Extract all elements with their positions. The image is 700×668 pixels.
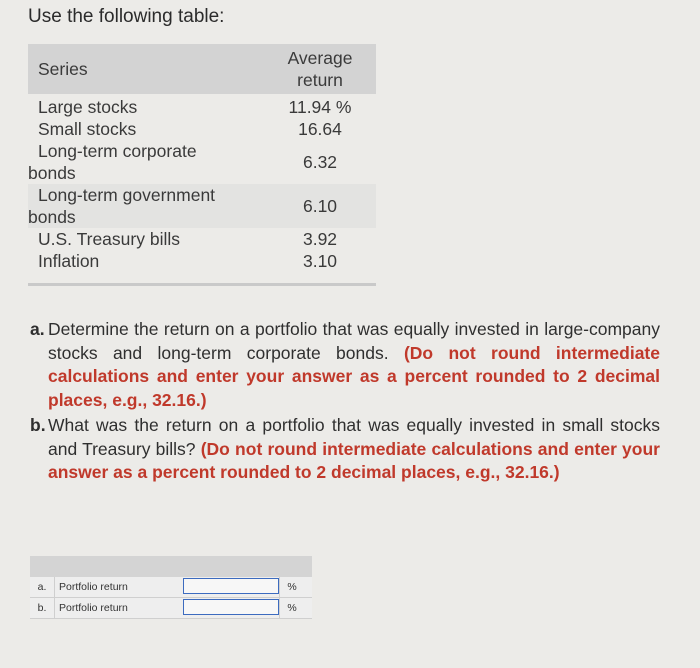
return-value: 6.32 [302,151,338,172]
table-header: Series Average return [28,44,376,94]
return-value: 16.64 [298,118,342,139]
question-note: (Do not round intermediate calculations … [48,342,660,410]
table-row: Long-term government bonds 6.10 [28,184,376,228]
header-series: Series [38,58,88,79]
header-average-return: Average return [287,48,353,90]
question-a: a. Determine the return on a portfolio t… [30,318,660,412]
answer-label: Portfolio return [54,598,183,618]
answer-code: a. [37,581,47,593]
table-row: Inflation 3.10 [28,250,376,272]
series-name: U.S. Treasury bills [38,229,180,249]
return-value: 3.92 [302,228,338,249]
question-text: Determine the return on a portfolio that… [48,319,660,363]
intro-text: Use the following table: [28,6,225,27]
answer-label: Portfolio return [54,577,183,597]
percent-unit: % [279,577,304,597]
return-value: 6.10 [302,195,338,216]
question-b: b. What was the return on a portfolio th… [30,414,660,485]
question-note: (Do not round intermediate calculations … [48,438,660,483]
returns-table: Series Average return Large stocks 11.94… [28,44,376,272]
percent-unit: % [279,598,304,618]
question-label: a. [30,319,45,339]
series-name: Small stocks [38,119,137,139]
questions: a. Determine the return on a portfolio t… [30,318,660,487]
return-value: 3.10 [302,250,338,271]
series-name: Long-term corporate [38,141,197,161]
table-row: Small stocks 16.64 [28,118,376,140]
series-name-cont: bonds [28,207,76,227]
series-name: Inflation [38,251,100,271]
return-value: 11.94 % [288,96,352,117]
portfolio-return-input-a[interactable] [183,578,279,594]
table-row: Long-term corporate bonds 6.32 [28,140,376,184]
answer-code: b. [37,602,47,614]
answer-table-header [30,556,312,577]
answer-table: a. Portfolio return % b. Portfolio retur… [30,556,312,619]
answer-row-a: a. Portfolio return % [30,577,312,598]
table-bottom-rule [28,283,376,286]
portfolio-return-input-b[interactable] [183,599,279,615]
answer-row-b: b. Portfolio return % [30,598,312,619]
table-row: U.S. Treasury bills 3.92 [28,228,376,250]
series-name: Large stocks [38,97,138,117]
series-name: Long-term government [38,185,216,205]
question-label: b. [30,415,46,435]
table-row: Large stocks 11.94 % [28,96,376,118]
series-name-cont: bonds [28,163,76,183]
question-text: What was the return on a portfolio that … [48,415,660,459]
